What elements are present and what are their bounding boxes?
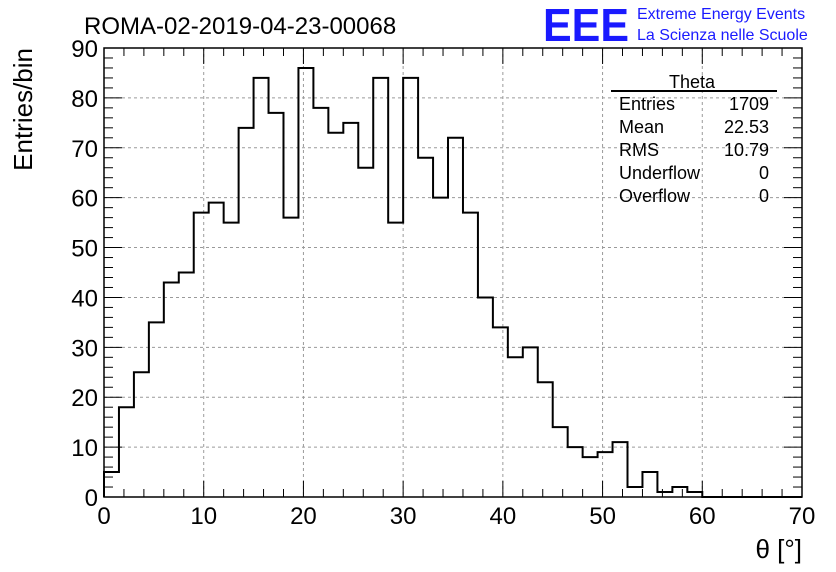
histogram-outline bbox=[103, 66, 802, 498]
x-tick-label: 70 bbox=[789, 503, 816, 530]
y-tick-label: 0 bbox=[85, 485, 98, 512]
stats-row-value: 10.79 bbox=[724, 140, 769, 160]
x-tick-label: 60 bbox=[689, 503, 716, 530]
stats-row-value: 0 bbox=[759, 163, 769, 183]
stats-row-label: Entries bbox=[619, 94, 675, 114]
run-title: ROMA-02-2019-04-23-00068 bbox=[84, 13, 396, 40]
eee-logo-line1: Extreme Energy Events bbox=[637, 6, 805, 23]
grid bbox=[104, 48, 802, 497]
x-tick-label: 0 bbox=[97, 503, 110, 530]
x-tick-labels: 0 10 20 30 40 50 60 70 bbox=[97, 503, 815, 530]
plot-frame bbox=[103, 47, 803, 498]
y-tick-label: 30 bbox=[71, 335, 98, 362]
y-tick-label: 40 bbox=[71, 285, 98, 312]
stats-box-title: Theta bbox=[669, 72, 716, 92]
x-tick-label: 30 bbox=[390, 503, 417, 530]
stats-row-label: RMS bbox=[619, 140, 659, 160]
y-tick-label: 90 bbox=[71, 36, 98, 63]
axis-ticks bbox=[103, 47, 803, 498]
x-tick-label: 40 bbox=[490, 503, 517, 530]
stats-row-value: 22.53 bbox=[724, 117, 769, 137]
x-tick-label: 20 bbox=[290, 503, 317, 530]
stats-box: Theta Entries 1709 Mean 22.53 RMS 10.79 Underf… bbox=[611, 72, 777, 206]
x-axis-title: θ [°] bbox=[755, 534, 802, 564]
x-tick-label: 10 bbox=[190, 503, 217, 530]
stats-row-label: Mean bbox=[619, 117, 664, 137]
y-tick-label: 60 bbox=[71, 186, 98, 213]
y-tick-label: 70 bbox=[71, 136, 98, 163]
eee-logo-letters: EEE bbox=[543, 0, 629, 51]
stats-row-label: Overflow bbox=[619, 186, 691, 206]
eee-logo: EEE Extreme Energy Events La Scienza nel… bbox=[543, 0, 808, 51]
y-tick-label: 20 bbox=[71, 385, 98, 412]
y-tick-label: 80 bbox=[71, 86, 98, 113]
x-tick-label: 50 bbox=[589, 503, 616, 530]
stats-row-label: Underflow bbox=[619, 163, 701, 183]
stats-row-value: 1709 bbox=[729, 94, 769, 114]
y-axis-title: Entries/bin bbox=[8, 48, 38, 171]
y-tick-label: 50 bbox=[71, 236, 98, 263]
y-tick-labels: 0 10 20 30 40 50 60 70 80 90 bbox=[71, 36, 98, 512]
eee-logo-line2: La Scienza nelle Scuole bbox=[637, 27, 808, 44]
y-tick-label: 10 bbox=[71, 435, 98, 462]
stats-row-value: 0 bbox=[759, 186, 769, 206]
